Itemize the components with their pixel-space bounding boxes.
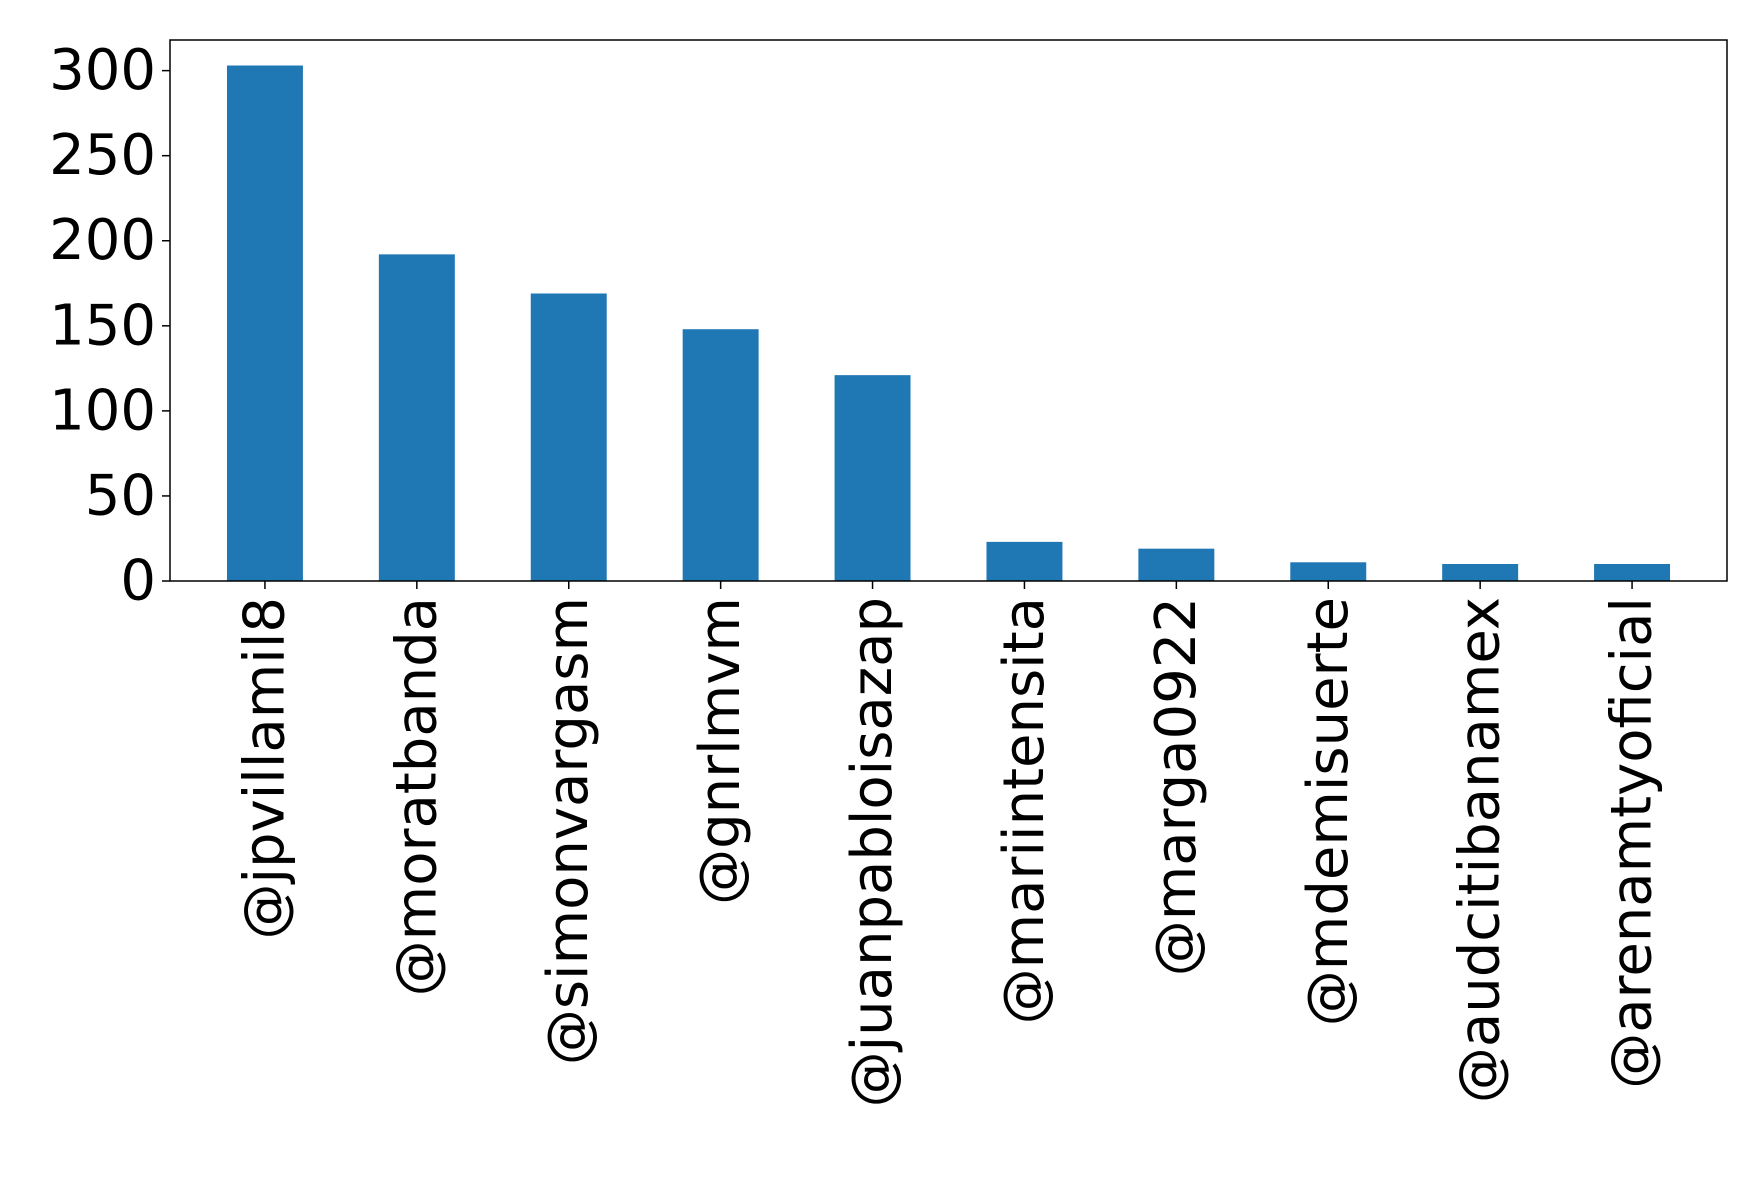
y-axis: 0 50 100 150 200 250 300 <box>49 38 170 614</box>
y-tick-label-2: 100 <box>49 378 156 443</box>
y-tick-label-3: 150 <box>49 293 156 358</box>
x-tick-label-0: @jpvillamil8 <box>232 597 297 940</box>
bar-6 <box>1138 548 1215 581</box>
bar-1 <box>378 254 455 581</box>
x-tick-label-4: @juanpabloisazap <box>840 597 905 1107</box>
x-tick-label-2: @simonvargasm <box>536 597 601 1065</box>
x-tick-label-6: @marga0922 <box>1144 597 1209 976</box>
x-tick-label-8: @audcitibanamex <box>1448 597 1513 1103</box>
x-tick-label-3: @gnrlmvm <box>688 597 753 905</box>
bar-7 <box>1290 562 1367 581</box>
x-tick-label-7: @mdemisuerte <box>1296 597 1361 1026</box>
y-tick-label-6: 300 <box>49 38 156 103</box>
plot-frame <box>169 39 1728 582</box>
x-tick-label-9: @arenamtyoficial <box>1600 597 1665 1089</box>
bar-8 <box>1442 563 1519 581</box>
y-tick-label-1: 50 <box>85 463 156 528</box>
x-tick-label-1: @moratbanda <box>384 597 449 996</box>
bar-3 <box>682 329 759 581</box>
bar-9 <box>1594 563 1671 581</box>
bar-2 <box>530 293 607 581</box>
bar-5 <box>986 541 1063 581</box>
y-tick-label-5: 250 <box>49 123 156 188</box>
y-tick-label-0: 0 <box>120 549 156 614</box>
bar-4 <box>834 375 911 581</box>
bars-group <box>226 65 1671 582</box>
x-axis: @jpvillamil8 @moratbanda @simonvargasm @gnr… <box>232 581 1665 1107</box>
x-tick-label-5: @mariintensita <box>992 597 1057 1024</box>
bar-0 <box>226 65 303 582</box>
y-tick-label-4: 200 <box>49 208 156 273</box>
